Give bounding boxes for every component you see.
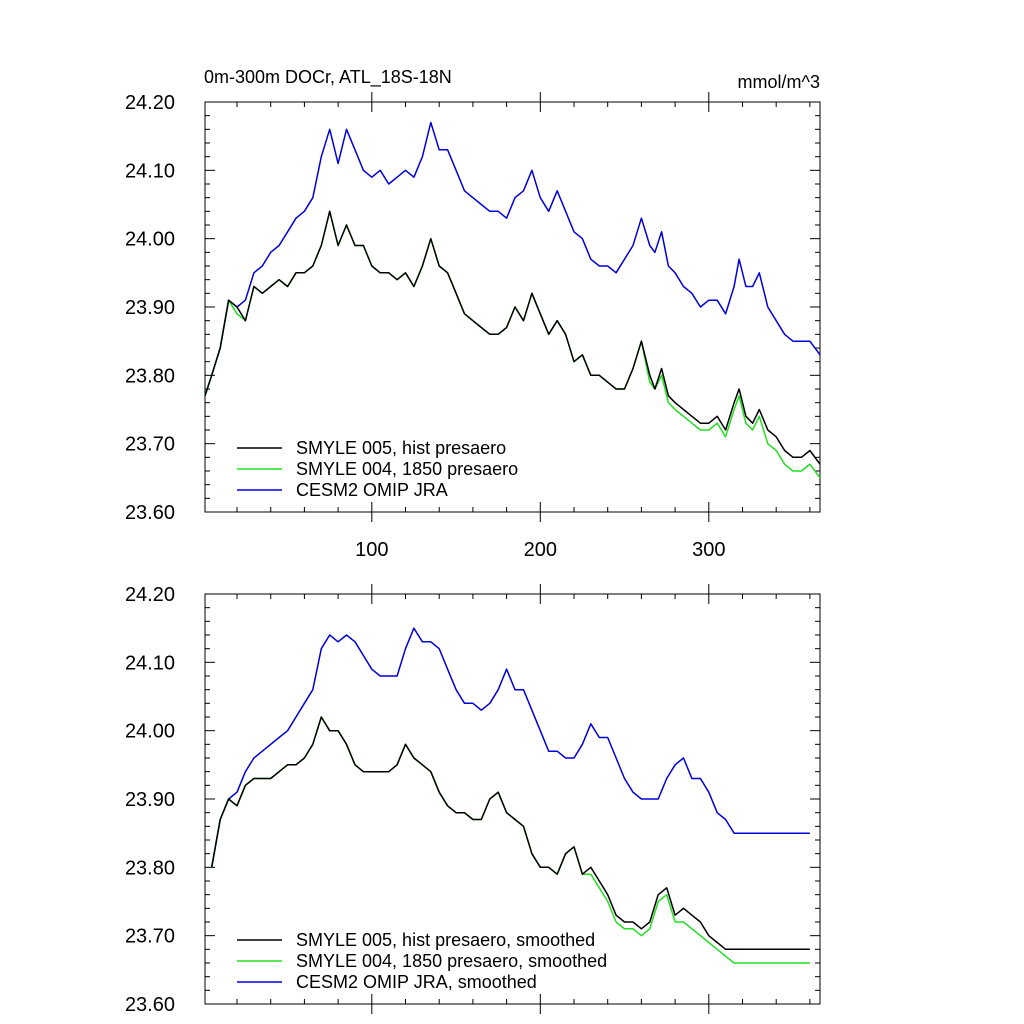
y-tick-label: 24.00 [125, 721, 175, 743]
panel-top: 23.60 23.70 23.80 23.90 24.00 24.10 24.20 100 20… [125, 92, 821, 561]
y-tick-label: 23.80 [125, 857, 175, 879]
y-tick-label: 23.60 [125, 502, 175, 524]
x-tick-label: 100 [355, 539, 388, 561]
chart-title: 0m-300m DOCr, ATL_18S-18N [204, 67, 452, 88]
series-line-0 [210, 716, 810, 951]
y-tick-label: 23.60 [125, 994, 175, 1016]
series-line-0 [204, 210, 821, 465]
y-tick-label: 23.80 [125, 365, 175, 387]
y-tick-label: 23.70 [125, 434, 175, 456]
panel-bottom: 23.60 23.70 23.80 23.90 24.00 24.10 24.20 SMYLE… [125, 584, 821, 1016]
y-tick-label: 23.90 [125, 789, 175, 811]
y-tick-label: 23.90 [125, 297, 175, 319]
y-tick-label: 24.10 [125, 160, 175, 182]
series-line-2 [210, 627, 810, 868]
y-tick-label: 24.20 [125, 92, 175, 114]
y-tick-label: 23.70 [125, 926, 175, 948]
x-tick-label: 300 [692, 539, 725, 561]
legend-label: CESM2 OMIP JRA [296, 480, 448, 500]
x-tick-label: 200 [524, 539, 557, 561]
y-tick-label: 24.00 [125, 229, 175, 251]
legend-label: CESM2 OMIP JRA, smoothed [296, 972, 537, 992]
legend-label: SMYLE 004, 1850 presaero, smoothed [296, 951, 607, 971]
legend-label: SMYLE 005, hist presaero, smoothed [296, 930, 595, 950]
legend-label: SMYLE 005, hist presaero [296, 438, 506, 458]
y-tick-label: 24.10 [125, 652, 175, 674]
series-line-1 [210, 716, 810, 964]
legend-label: SMYLE 004, 1850 presaero [296, 459, 518, 479]
series-line-2 [204, 121, 821, 397]
y-tick-label: 24.20 [125, 584, 175, 606]
chart-units: mmol/m^3 [738, 72, 820, 92]
